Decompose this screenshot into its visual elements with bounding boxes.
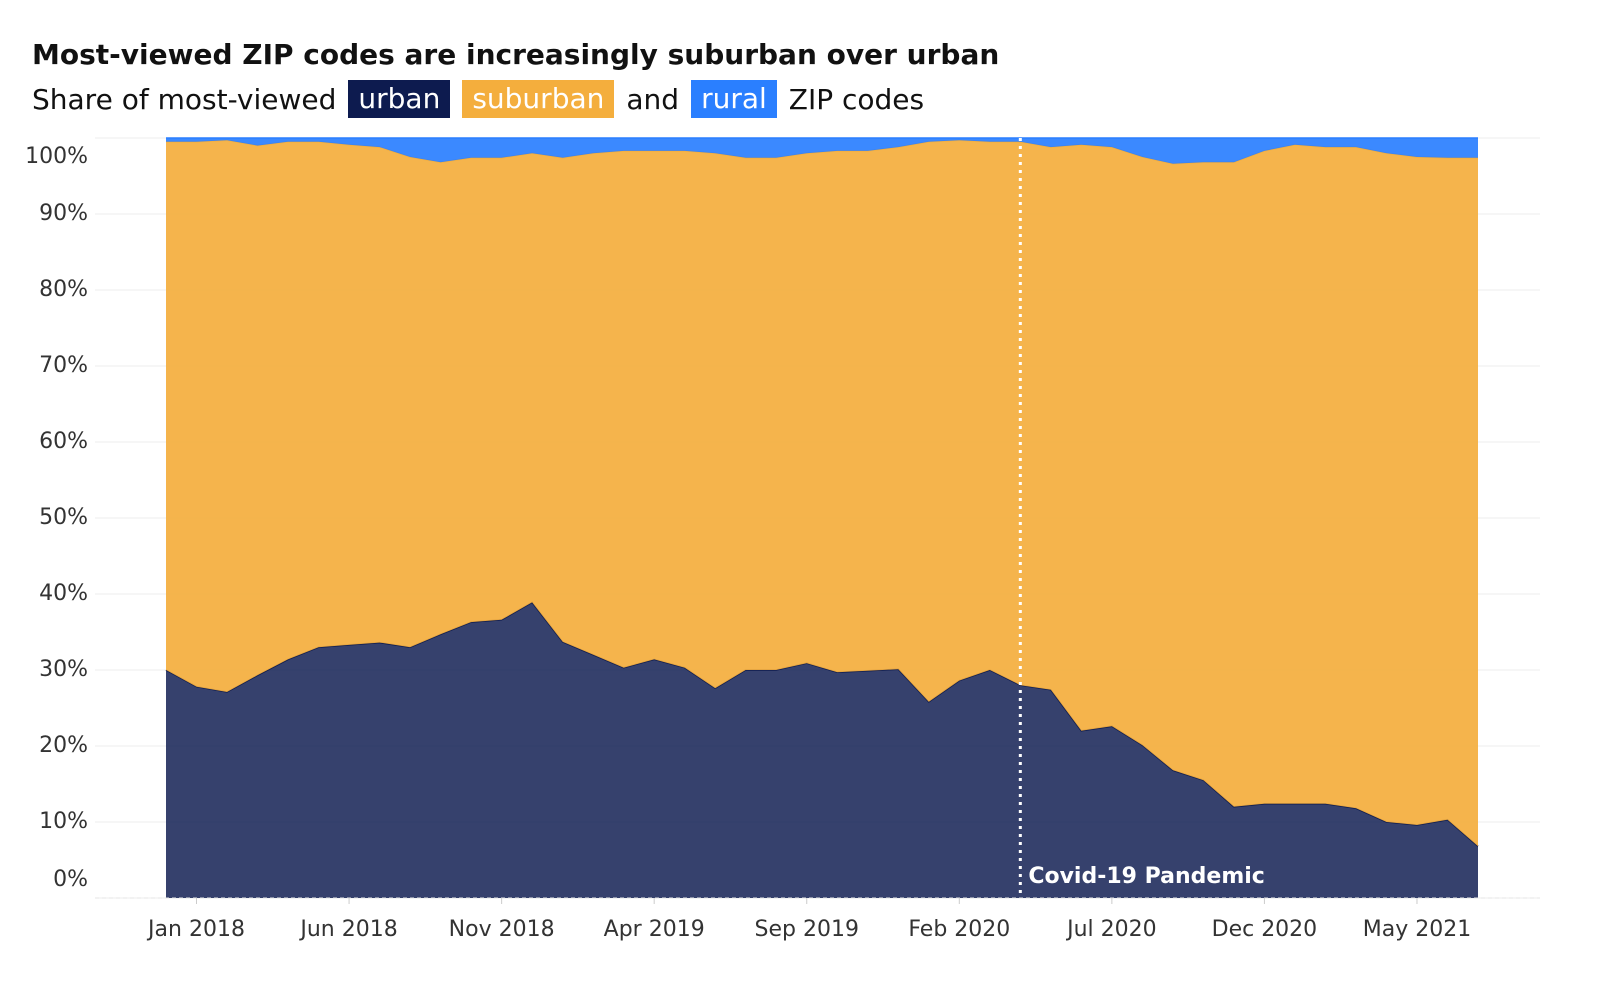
y-tick-label: 40% bbox=[39, 581, 88, 606]
x-tick-label: Apr 2019 bbox=[604, 917, 705, 942]
subtitle: Share of most-viewed urban suburban and rura… bbox=[32, 80, 924, 118]
x-tick-label: May 2021 bbox=[1363, 917, 1471, 942]
y-tick-label: 90% bbox=[39, 201, 88, 226]
legend-entry: urban bbox=[348, 80, 451, 118]
annotation-text: Covid-19 Pandemic bbox=[1028, 864, 1265, 889]
y-tick-label: 10% bbox=[39, 809, 88, 834]
x-tick-label: Feb 2020 bbox=[908, 917, 1010, 942]
subtitle-text: and bbox=[626, 82, 680, 116]
y-tick-label: 0% bbox=[53, 867, 88, 892]
y-tick-label: 60% bbox=[39, 429, 88, 454]
area-fill bbox=[166, 138, 1478, 164]
y-tick-label: 30% bbox=[39, 657, 88, 682]
x-tick-label: Jan 2018 bbox=[146, 917, 245, 942]
legend-entry: suburban bbox=[462, 80, 615, 118]
area-fill bbox=[166, 602, 1478, 898]
x-tick-label: Sep 2019 bbox=[755, 917, 859, 942]
legend-entry: rural bbox=[691, 80, 777, 118]
x-tick-label: Nov 2018 bbox=[449, 917, 555, 942]
y-tick-label: 100% bbox=[25, 144, 88, 169]
area-fill bbox=[166, 140, 1478, 847]
y-tick-label: 80% bbox=[39, 277, 88, 302]
subtitle-text: Share of most-viewed bbox=[32, 82, 337, 116]
x-tick-label: Dec 2020 bbox=[1212, 917, 1318, 942]
subtitle-text: ZIP codes bbox=[788, 82, 925, 116]
y-tick-label: 70% bbox=[39, 353, 88, 378]
x-tick-label: Jul 2020 bbox=[1065, 917, 1157, 942]
x-tick-label: Jun 2018 bbox=[298, 917, 397, 942]
chart-title: Most-viewed ZIP codes are increasingly s… bbox=[32, 38, 1000, 71]
y-tick-label: 50% bbox=[39, 505, 88, 530]
y-tick-label: 20% bbox=[39, 733, 88, 758]
